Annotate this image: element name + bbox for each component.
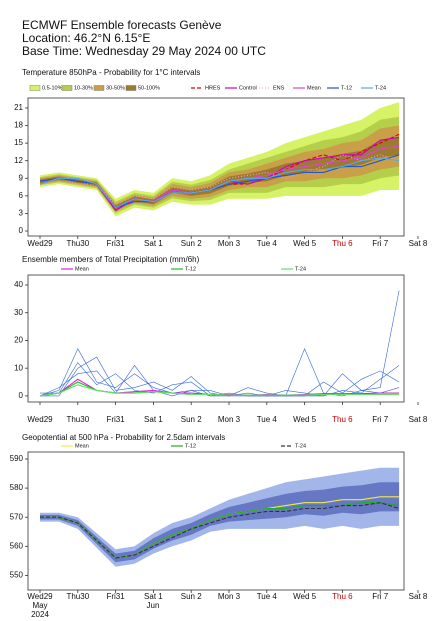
member-line [39,364,400,397]
month-label: May [32,601,47,610]
series-line [39,384,400,397]
x-tick-label: Fri31 [106,415,125,424]
legend-label: 10-30% [74,85,93,91]
legend-label: 0.5-10% [42,85,63,91]
x-tick-label: Thu 6 [332,415,353,424]
y-tick-label: 3 [19,209,24,218]
x-tick-label: Sat 1 [144,415,163,424]
legend-label: Mean [75,443,89,449]
x-tick-label: Sat 8 [409,415,428,424]
y-tick-label: 560 [10,541,24,550]
x-tick-label: Fri 7 [372,239,389,248]
x-tick-label: Fri 7 [372,592,389,601]
x-tick-label: Fri31 [106,592,125,601]
x-tick-label: Tue 4 [257,592,278,601]
x-tick-label: Thu30 [66,239,89,248]
x-tick-label: Wed 5 [293,592,317,601]
series-line [39,157,400,209]
legend-label: ENS [273,85,285,91]
x-tick-label: Fri31 [106,239,125,248]
x-tick-label: Sat 1 [144,239,163,248]
plot-frame [27,274,405,403]
header-location: Location: 46.2°N 6.15°E [22,31,150,45]
header-base-time: Base Time: Wednesday 29 May 2024 00 UTC [22,44,266,58]
legend-label: T-24 [295,443,306,449]
legend-label: T-24 [375,85,386,91]
y-tick-label: 590 [10,454,24,463]
legend-label: T-12 [341,85,352,91]
y-tick-label: 580 [10,483,24,492]
y-tick-label: 15 [14,138,23,147]
y-tick-label: 12 [14,156,23,165]
y-tick-label: 21 [14,103,23,112]
x-tick-label: Sat 1 [144,592,163,601]
legend-label: Mean [307,85,321,91]
year-label: 2024 [31,610,49,619]
y-tick-label: 18 [14,121,23,130]
legend-swatch [29,85,41,91]
x-tick-label: Wed 5 [293,239,317,248]
x-tick-label: Sat 8 [409,239,428,248]
y-tick-label: 0 [19,391,24,400]
x-tick-label: Sat 8 [409,592,428,601]
chart-title: Temperature 850hPa - Probability for 1°C… [22,68,200,77]
y-tick-label: 570 [10,512,24,521]
legend-label: HRES [205,85,221,91]
legend-label: T-12 [185,266,196,272]
x-tick-label: Thu30 [66,415,89,424]
header-title: ECMWF Ensemble forecasts Genève [22,18,222,32]
month-label: Jun [147,601,160,610]
y-tick-label: 10 [14,363,23,372]
x-tick-label: Thu 6 [332,239,353,248]
y-tick-label: 40 [14,280,23,289]
x-tick-label: Sun 2 [181,592,202,601]
legend-swatch [93,85,105,91]
legend-swatch [125,85,137,91]
x-tick-label: Fri 7 [372,415,389,424]
x-tick-label: Mon 3 [218,415,241,424]
x-tick-label: Thu 6 [332,592,353,601]
series-line [40,502,400,559]
x-tick-label: Wed 5 [293,415,317,424]
x-tick-label: Sun 2 [181,239,202,248]
y-tick-label: 30 [14,308,23,317]
x-tick-label: Wed29 [27,415,53,424]
chart-title: Ensemble members of Total Precipitation … [22,255,200,264]
probability-band [40,102,400,217]
chart-title: Geopotential at 500 hPa - Probability fo… [22,433,225,442]
x-tick-label: Tue 4 [257,415,278,424]
legend-label: 50-100% [138,85,160,91]
y-tick-label: 20 [14,336,23,345]
legend-label: Mean [75,266,89,272]
y-tick-label: 550 [10,571,24,580]
y-tick-label: 0 [19,226,24,235]
x-tick-label: Wed29 [27,239,53,248]
legend-swatch [61,85,73,91]
legend-label: Control [239,85,257,91]
y-tick-label: 9 [19,173,24,182]
legend-label: 30-50% [106,85,125,91]
legend-label: T-24 [295,266,306,272]
x-tick-label: Mon 3 [218,592,241,601]
x-tick-label: Tue 4 [257,239,278,248]
x-tick-label: Thu30 [66,592,89,601]
x-tick-label: Sun 2 [181,415,202,424]
y-tick-label: 6 [19,191,24,200]
legend-label: T-12 [185,443,196,449]
x-tick-label: Mon 3 [218,239,241,248]
x-tick-label: Wed29 [27,592,53,601]
